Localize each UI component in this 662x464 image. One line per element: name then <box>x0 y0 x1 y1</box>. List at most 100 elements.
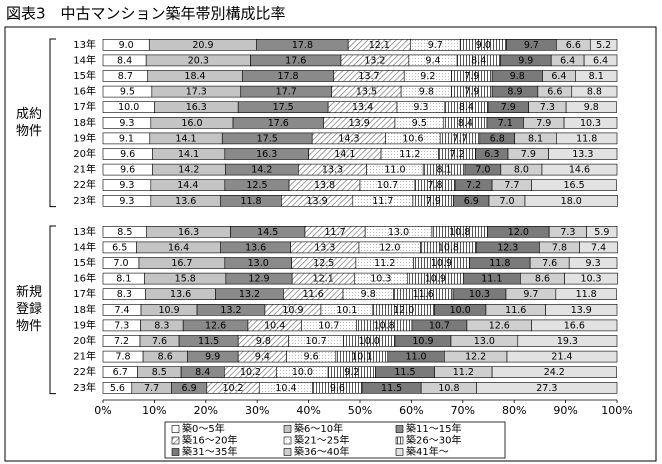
y-tick-label: 18年 <box>73 303 96 316</box>
value-label: 12.6 <box>205 320 226 331</box>
y-tick-label: 20年 <box>73 334 96 347</box>
value-label: 27.3 <box>536 383 557 394</box>
value-label: 16.0 <box>181 118 202 129</box>
value-label: 13.6 <box>245 242 266 253</box>
value-label: 7.7 <box>452 133 467 144</box>
bar-segment <box>541 163 618 176</box>
value-label: 13.0 <box>474 336 495 347</box>
y-tick-label: 16年 <box>73 272 96 285</box>
x-tick-label: 80% <box>502 404 526 417</box>
y-tick-label: 22年 <box>73 365 96 378</box>
legend-label: 築0～5年 <box>182 422 225 435</box>
value-label: 11.0 <box>384 165 405 176</box>
value-label: 9.3 <box>119 180 134 191</box>
group-label: 成約物件 <box>15 106 42 139</box>
legend-swatch <box>171 436 180 445</box>
bar-segment <box>548 148 618 160</box>
value-label: 9.5 <box>120 87 135 98</box>
bar-segment <box>571 85 618 98</box>
value-label: 12.3 <box>497 242 518 253</box>
value-label: 12.1 <box>313 274 334 285</box>
value-label: 9.6 <box>304 352 319 363</box>
value-label: 7.9 <box>501 102 516 113</box>
value-label: 10.7 <box>318 320 339 331</box>
value-label: 16.4 <box>168 242 189 253</box>
value-label: 5.6 <box>110 383 125 394</box>
y-tick-label: 14年 <box>73 240 96 253</box>
value-label: 11.8 <box>489 258 510 269</box>
value-label: 10.8 <box>374 320 395 331</box>
chart-title: 図表3 中古マンション築年帯別構成比率 <box>6 5 286 23</box>
value-label: 7.8 <box>427 180 442 191</box>
value-label: 6.3 <box>484 149 499 160</box>
x-tick-label: 20% <box>194 404 218 417</box>
value-label: 17.8 <box>292 40 313 51</box>
value-label: 9.7 <box>523 289 538 300</box>
value-label: 14.4 <box>177 180 198 191</box>
value-label: 6.9 <box>182 383 197 394</box>
value-label: 10.9 <box>431 258 452 269</box>
value-label: 8.4 <box>458 118 473 129</box>
x-tick-label: 90% <box>553 404 577 417</box>
value-label: 8.5 <box>152 367 167 378</box>
value-label: 6.8 <box>490 133 505 144</box>
value-label: 6.5 <box>112 242 127 253</box>
value-label: 13.0 <box>248 258 269 269</box>
group-bracket <box>49 38 56 208</box>
value-label: 16.6 <box>564 320 585 331</box>
value-label: 10.3 <box>469 289 490 300</box>
value-label: 9.6 <box>330 383 345 394</box>
value-label: 12.6 <box>489 320 510 331</box>
value-label: 8.5 <box>117 227 132 238</box>
bar-segment <box>583 54 618 67</box>
bar-segment <box>568 257 618 269</box>
value-label: 9.0 <box>476 40 491 51</box>
value-label: 9.8 <box>584 102 599 113</box>
value-label: 7.2 <box>466 180 481 191</box>
y-tick-label: 23年 <box>73 381 96 394</box>
value-label: 5.9 <box>594 227 609 238</box>
value-label: 11.2 <box>374 258 395 269</box>
value-label: 9.8 <box>361 289 376 300</box>
value-label: 9.4 <box>255 352 270 363</box>
value-label: 10.2 <box>240 367 261 378</box>
value-label: 14.1 <box>178 149 199 160</box>
value-label: 12.2 <box>465 352 486 363</box>
y-tick-label: 23年 <box>73 194 96 207</box>
value-label: 17.5 <box>257 133 278 144</box>
value-label: 13.5 <box>356 87 377 98</box>
value-label: 10.8 <box>438 383 459 394</box>
value-label: 17.3 <box>186 87 207 98</box>
value-label: 9.7 <box>428 40 443 51</box>
x-tick-label: 70% <box>451 404 475 417</box>
value-label: 14.2 <box>251 165 272 176</box>
x-tick-label: 40% <box>296 404 320 417</box>
value-label: 10.0 <box>450 305 471 316</box>
value-label: 10.8 <box>449 227 470 238</box>
value-label: 13.8 <box>314 180 335 191</box>
bar-segment <box>589 38 618 51</box>
value-label: 13.7 <box>358 71 379 82</box>
value-label: 8.1 <box>528 133 543 144</box>
value-label: 9.3 <box>119 196 134 207</box>
value-label: 9.2 <box>344 367 359 378</box>
value-label: 7.9 <box>464 87 479 98</box>
value-label: 7.8 <box>552 242 567 253</box>
value-label: 13.0 <box>388 227 409 238</box>
y-tick-label: 13年 <box>73 38 96 51</box>
value-label: 5.2 <box>596 40 611 51</box>
value-label: 8.0 <box>514 165 529 176</box>
value-label: 9.5 <box>412 118 427 129</box>
group-label: 新規登録物件 <box>15 285 42 335</box>
value-label: 12.0 <box>379 242 400 253</box>
value-label: 13.3 <box>572 149 593 160</box>
value-label: 7.4 <box>114 305 129 316</box>
value-label: 8.3 <box>154 320 169 331</box>
value-label: 11.6 <box>505 305 526 316</box>
value-label: 7.0 <box>499 196 514 207</box>
value-label: 11.5 <box>381 383 402 394</box>
group-label-box: 新規登録物件 <box>15 285 42 335</box>
value-label: 14.5 <box>257 227 278 238</box>
y-tick-label: 17年 <box>73 100 96 113</box>
y-tick-label: 19年 <box>73 131 96 144</box>
